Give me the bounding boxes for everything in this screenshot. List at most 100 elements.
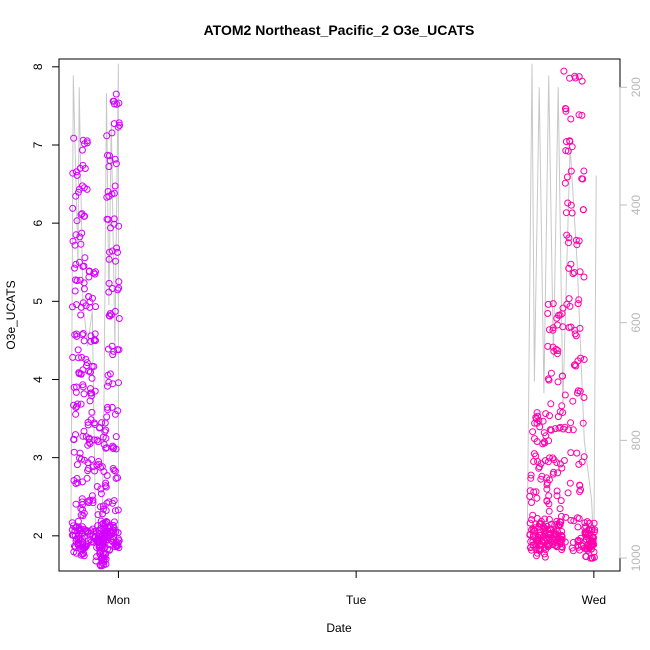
data-point <box>111 507 119 515</box>
data-point <box>79 299 87 307</box>
data-point <box>73 217 81 225</box>
data-point <box>76 233 84 241</box>
data-point <box>105 255 113 263</box>
data-point <box>566 479 574 487</box>
data-point <box>92 557 100 565</box>
data-point <box>104 527 111 535</box>
data-point <box>77 400 85 408</box>
data-point <box>112 257 119 265</box>
data-point <box>83 185 91 193</box>
data-point <box>560 457 568 464</box>
data-point <box>109 535 117 543</box>
pressure-line-0 <box>70 63 119 559</box>
data-point <box>545 376 553 384</box>
data-point <box>115 119 123 127</box>
data-point <box>549 300 557 308</box>
data-point <box>79 432 87 440</box>
data-point <box>574 389 581 397</box>
data-point <box>72 500 80 508</box>
data-point <box>101 554 109 562</box>
data-point <box>571 72 579 80</box>
x-tick-label: Mon <box>107 593 130 607</box>
data-point <box>584 546 592 554</box>
data-point <box>94 511 102 519</box>
data-point <box>86 368 94 376</box>
data-point <box>533 538 541 546</box>
data-point <box>114 123 122 131</box>
data-point <box>97 490 105 498</box>
data-point <box>579 175 587 183</box>
data-point <box>80 212 88 220</box>
data-point <box>567 516 575 524</box>
data-point <box>115 278 123 286</box>
data-point <box>541 553 549 561</box>
data-point <box>69 237 77 245</box>
data-point <box>70 436 78 443</box>
data-point <box>84 527 92 535</box>
data-point <box>581 519 589 527</box>
data-point <box>93 553 101 561</box>
data-point <box>73 301 80 309</box>
data-point <box>547 400 555 408</box>
right-tick-label: 1000 <box>629 544 643 571</box>
data-point <box>558 402 566 410</box>
data-point <box>114 506 122 514</box>
data-point <box>543 522 551 530</box>
data-point <box>562 107 570 115</box>
right-tick-label: 800 <box>629 430 643 450</box>
x-axis-label: Date <box>326 621 352 635</box>
data-point <box>73 402 81 410</box>
data-point <box>97 463 104 471</box>
data-point <box>585 526 593 534</box>
data-point <box>558 464 566 472</box>
data-point <box>103 499 111 507</box>
data-point <box>71 264 78 272</box>
y-tick-label: 5 <box>31 298 45 305</box>
data-point <box>102 426 110 434</box>
data-point <box>562 513 570 521</box>
data-point <box>80 337 88 345</box>
data-point <box>564 147 572 155</box>
data-point <box>109 538 117 546</box>
data-point <box>84 497 92 505</box>
data-point <box>542 410 550 418</box>
data-point <box>92 303 99 311</box>
data-point <box>88 389 95 397</box>
data-point <box>559 425 567 433</box>
data-point <box>80 279 88 287</box>
data-point <box>88 374 96 382</box>
data-point <box>565 234 573 242</box>
data-point <box>80 262 88 270</box>
data-point <box>87 527 95 535</box>
data-point <box>537 520 545 528</box>
data-point <box>73 383 80 391</box>
data-point <box>79 381 87 389</box>
data-point <box>554 378 562 386</box>
right-axis: 200 400 600 800 1000 <box>619 77 643 571</box>
data-point <box>99 510 106 518</box>
data-point <box>560 67 568 75</box>
data-point <box>78 146 86 154</box>
data-point <box>533 409 541 417</box>
data-point <box>572 236 580 244</box>
y-tick-label: 3 <box>31 454 45 461</box>
data-point <box>541 550 548 558</box>
data-point <box>574 300 582 308</box>
data-point <box>531 524 539 532</box>
data-point <box>527 471 535 479</box>
data-point <box>73 523 81 531</box>
data-point <box>80 427 88 435</box>
data-point <box>106 370 114 378</box>
data-point <box>556 460 564 468</box>
data-point <box>529 531 537 539</box>
data-point <box>540 438 548 446</box>
data-point <box>110 518 118 526</box>
data-point <box>103 527 111 534</box>
data-point <box>535 536 543 544</box>
data-point <box>86 496 94 504</box>
data-point <box>557 539 565 547</box>
data-point <box>546 426 554 434</box>
data-point <box>575 296 583 304</box>
data-point <box>530 488 538 496</box>
